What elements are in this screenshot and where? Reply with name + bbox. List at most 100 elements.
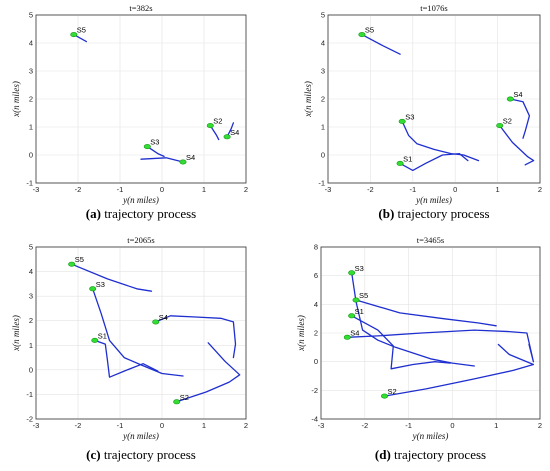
ship-label: S4 [186, 153, 195, 162]
trajectory-line [209, 124, 220, 141]
y-tick-label: 2 [321, 95, 325, 104]
chart-panel-4: -3 -2 -1 0 1 2 -4 -2 0 2 4 6 8 t=3465s y(n miles) x(n m… [296, 235, 542, 462]
ship-marker [348, 313, 356, 319]
ship-marker [358, 32, 366, 38]
plot-border [35, 246, 247, 420]
ship-marker [343, 334, 351, 340]
ship-marker [70, 32, 78, 38]
ship-marker [152, 319, 160, 325]
y-tick-label: -1 [318, 179, 325, 188]
y-tick-label: 1 [29, 341, 33, 350]
y-tick-label: 5 [321, 11, 325, 20]
x-tick-label: 2 [244, 185, 248, 194]
ship-marker [348, 270, 356, 276]
trajectory-line [140, 157, 184, 163]
trajectory-line [351, 315, 451, 370]
y-tick-label: -1 [26, 179, 33, 188]
y-tick-label: 5 [29, 11, 33, 20]
x-tick-label: -2 [75, 421, 82, 430]
x-tick-label: -2 [361, 421, 368, 430]
y-tick-label: 1 [29, 123, 33, 132]
ship-label: S1 [403, 154, 412, 163]
trajectory-line [361, 33, 401, 55]
ship-label: S1 [355, 307, 364, 316]
trajectory-line [94, 339, 159, 378]
chart-panel-2: -3 -2 -1 0 1 2 -1 0 1 2 3 4 5 t=1076s y(n miles) x(n mi… [303, 3, 542, 221]
ship-marker [143, 144, 151, 150]
x-axis-label: y(n miles) [415, 195, 452, 205]
trajectory-line [509, 98, 531, 139]
x-tick-label: 2 [538, 421, 542, 430]
y-tick-label: 0 [314, 357, 318, 366]
x-tick-label: 1 [202, 421, 206, 430]
panel-caption: (b) trajectory process [378, 206, 489, 221]
panel-title: t=3465s [417, 235, 444, 245]
trajectory-line [176, 342, 241, 403]
y-axis-label: x(n miles) [296, 315, 306, 352]
x-tick-label: -3 [33, 185, 40, 194]
y-tick-label: 4 [29, 267, 33, 276]
ship-label: S5 [77, 26, 86, 35]
plot-border [35, 14, 247, 184]
y-tick-label: -1 [26, 390, 33, 399]
panel-caption: (d) trajectory process [375, 447, 486, 462]
x-tick-label: -2 [75, 185, 82, 194]
y-tick-label: 3 [29, 67, 33, 76]
ship-label: S1 [98, 331, 107, 340]
panel-caption: (a) trajectory process [86, 206, 196, 221]
x-tick-label: 2 [244, 421, 248, 430]
trajectory-line [401, 120, 480, 162]
x-tick-label: 1 [202, 185, 206, 194]
ship-marker [381, 393, 389, 399]
trajectory-line [355, 299, 497, 327]
y-tick-label: -2 [26, 415, 33, 424]
y-tick-label: 2 [29, 95, 33, 104]
ship-marker [206, 123, 214, 129]
ship-marker [223, 134, 231, 140]
ship-label: S2 [503, 117, 512, 126]
panel-caption: (c) trajectory process [86, 447, 196, 462]
x-tick-label: -2 [367, 185, 374, 194]
ship-marker [496, 123, 504, 129]
y-tick-label: 3 [321, 67, 325, 76]
caption-text: trajectory process [391, 447, 486, 462]
trajectory-line [399, 152, 469, 172]
y-tick-label: 2 [29, 316, 33, 325]
panel-title: t=1076s [420, 3, 447, 13]
ship-marker [89, 286, 97, 292]
ship-marker [179, 159, 187, 165]
panel-title: t=2065s [127, 235, 154, 245]
x-tick-label: -1 [409, 185, 416, 194]
ship-label: S3 [355, 264, 364, 273]
ship-label: S4 [350, 328, 359, 337]
ship-label: S4 [513, 90, 522, 99]
chart-panel-1: -3 -2 -1 0 1 2 -1 0 1 2 3 4 5 t=382s y(n miles) x(n mil… [11, 3, 248, 221]
x-axis-label: y(n miles) [122, 431, 159, 441]
trajectory-line [92, 288, 184, 377]
ship-label: S3 [150, 138, 159, 147]
y-tick-label: 0 [321, 151, 325, 160]
trajectory-line [71, 263, 153, 292]
x-tick-label: -1 [117, 421, 124, 430]
x-tick-label: 0 [453, 185, 457, 194]
x-tick-label: 1 [496, 185, 500, 194]
y-tick-label: 5 [29, 243, 33, 252]
x-tick-label: -3 [325, 185, 332, 194]
ship-label: S5 [365, 26, 374, 35]
y-tick-label: 8 [314, 243, 318, 252]
y-tick-label: 2 [314, 329, 318, 338]
panel-title: t=382s [129, 3, 152, 13]
x-tick-label: 0 [450, 421, 454, 430]
y-tick-label: 4 [29, 39, 33, 48]
caption-letter: (b) [378, 206, 394, 221]
trajectory-line [146, 145, 165, 158]
y-tick-label: 6 [314, 271, 318, 280]
trajectory-line [226, 122, 235, 138]
x-tick-label: -3 [318, 421, 325, 430]
plot-border [320, 246, 541, 420]
x-tick-label: 0 [160, 185, 164, 194]
x-axis-label: y(n miles) [122, 195, 159, 205]
y-axis-label: x(n miles) [11, 81, 21, 118]
ship-marker [506, 96, 514, 102]
